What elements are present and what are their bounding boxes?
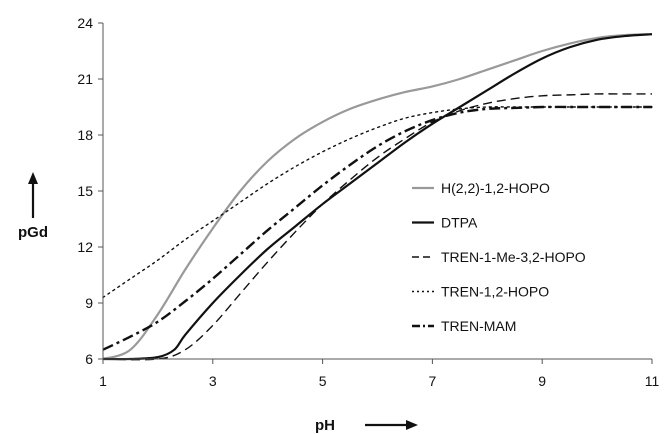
series-line-3	[102, 93, 652, 361]
x-tick-label: 3	[209, 373, 217, 389]
x-tick-label: 5	[319, 373, 327, 389]
series-line-5	[102, 105, 652, 351]
legend-label-5: TREN-MAM	[441, 318, 516, 334]
x-tick-label: 9	[538, 373, 546, 389]
legend-label-2: DTPA	[441, 215, 478, 231]
x-tick-label: 1	[99, 373, 107, 389]
x-axis-arrow-head-icon	[406, 420, 418, 430]
y-tick-label: 9	[85, 295, 93, 311]
y-tick-label: 21	[77, 71, 93, 87]
y-axis-arrow-head-icon	[28, 172, 38, 184]
y-tick-label: 18	[77, 127, 93, 143]
legend-label-1: H(2,2)-1,2-HOPO	[441, 180, 550, 196]
x-tick-label: 7	[429, 373, 437, 389]
y-tick-label: 15	[77, 183, 93, 199]
legend-label-3: TREN-1-Me-3,2-HOPO	[441, 249, 586, 265]
y-tick-label: 24	[77, 15, 93, 31]
legend-label-4: TREN-1,2-HOPO	[441, 284, 549, 300]
series-line-1	[102, 33, 653, 361]
y-tick-label: 6	[85, 351, 93, 367]
x-tick-label: 11	[645, 373, 660, 389]
x-axis-title: pH	[315, 417, 335, 434]
y-tick-label: 12	[77, 239, 93, 255]
series-line-2	[102, 33, 653, 361]
y-axis-title: pGd	[18, 224, 48, 241]
